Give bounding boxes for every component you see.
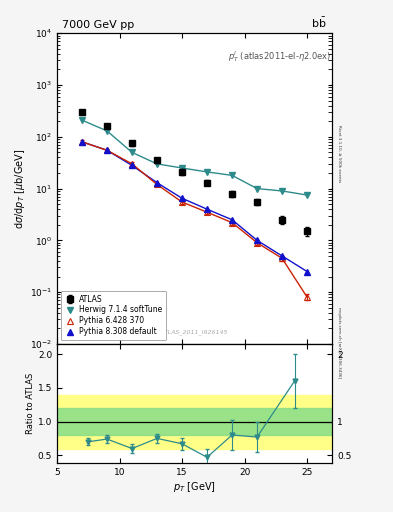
- Pythia 6.428 370: [230, 220, 234, 226]
- Pythia 8.308 default: [180, 195, 184, 201]
- Herwig 7.1.4 softTune: [105, 128, 109, 134]
- Pythia 6.428 370: [80, 139, 84, 145]
- Pythia 8.308 default: [205, 206, 209, 212]
- Herwig 7.1.4 softTune: [180, 165, 184, 171]
- Pythia 6.428 370: [155, 181, 160, 187]
- X-axis label: $p_T$ [GeV]: $p_T$ [GeV]: [173, 480, 216, 494]
- Pythia 8.308 default: [230, 217, 234, 223]
- Pythia 8.308 default: [255, 237, 259, 243]
- Text: ATLAS_2011_I926145: ATLAS_2011_I926145: [161, 329, 228, 334]
- Pythia 8.308 default: [80, 139, 84, 145]
- Pythia 8.308 default: [155, 180, 160, 186]
- Text: b$\bar{\rm b}$: b$\bar{\rm b}$: [311, 16, 327, 30]
- Y-axis label: d$\sigma$/d$p_T$ [$\mu$b/GeV]: d$\sigma$/d$p_T$ [$\mu$b/GeV]: [13, 148, 27, 229]
- Herwig 7.1.4 softTune: [130, 150, 134, 156]
- Herwig 7.1.4 softTune: [280, 188, 285, 194]
- Pythia 6.428 370: [255, 240, 259, 246]
- Bar: [57, 395, 332, 449]
- Line: Pythia 8.308 default: Pythia 8.308 default: [79, 139, 310, 274]
- Pythia 6.428 370: [305, 294, 309, 300]
- Line: Pythia 6.428 370: Pythia 6.428 370: [79, 139, 310, 300]
- Text: Rivet 3.1.10, ≥ 500k events: Rivet 3.1.10, ≥ 500k events: [337, 125, 341, 182]
- Legend: ATLAS, Herwig 7.1.4 softTune, Pythia 6.428 370, Pythia 8.308 default: ATLAS, Herwig 7.1.4 softTune, Pythia 6.4…: [61, 291, 166, 340]
- Pythia 8.308 default: [280, 253, 285, 259]
- Pythia 6.428 370: [105, 147, 109, 153]
- Pythia 8.308 default: [130, 162, 134, 168]
- Pythia 8.308 default: [305, 268, 309, 274]
- Pythia 6.428 370: [205, 209, 209, 215]
- Herwig 7.1.4 softTune: [155, 161, 160, 167]
- Pythia 6.428 370: [180, 199, 184, 205]
- Text: mcplots.cern.ch [arXiv:1306.3436]: mcplots.cern.ch [arXiv:1306.3436]: [337, 307, 341, 378]
- Line: Herwig 7.1.4 softTune: Herwig 7.1.4 softTune: [79, 117, 310, 198]
- Herwig 7.1.4 softTune: [80, 117, 84, 123]
- Y-axis label: Ratio to ATLAS: Ratio to ATLAS: [26, 373, 35, 434]
- Herwig 7.1.4 softTune: [205, 169, 209, 175]
- Bar: [57, 408, 332, 435]
- Text: 7000 GeV pp: 7000 GeV pp: [62, 20, 135, 30]
- Text: $p^l_T$ (atlas2011-el-$\eta$2.0ex): $p^l_T$ (atlas2011-el-$\eta$2.0ex): [228, 49, 331, 63]
- Pythia 6.428 370: [130, 161, 134, 167]
- Pythia 6.428 370: [280, 255, 285, 262]
- Pythia 8.308 default: [105, 147, 109, 153]
- Herwig 7.1.4 softTune: [305, 192, 309, 198]
- Herwig 7.1.4 softTune: [255, 185, 259, 191]
- Herwig 7.1.4 softTune: [230, 173, 234, 179]
